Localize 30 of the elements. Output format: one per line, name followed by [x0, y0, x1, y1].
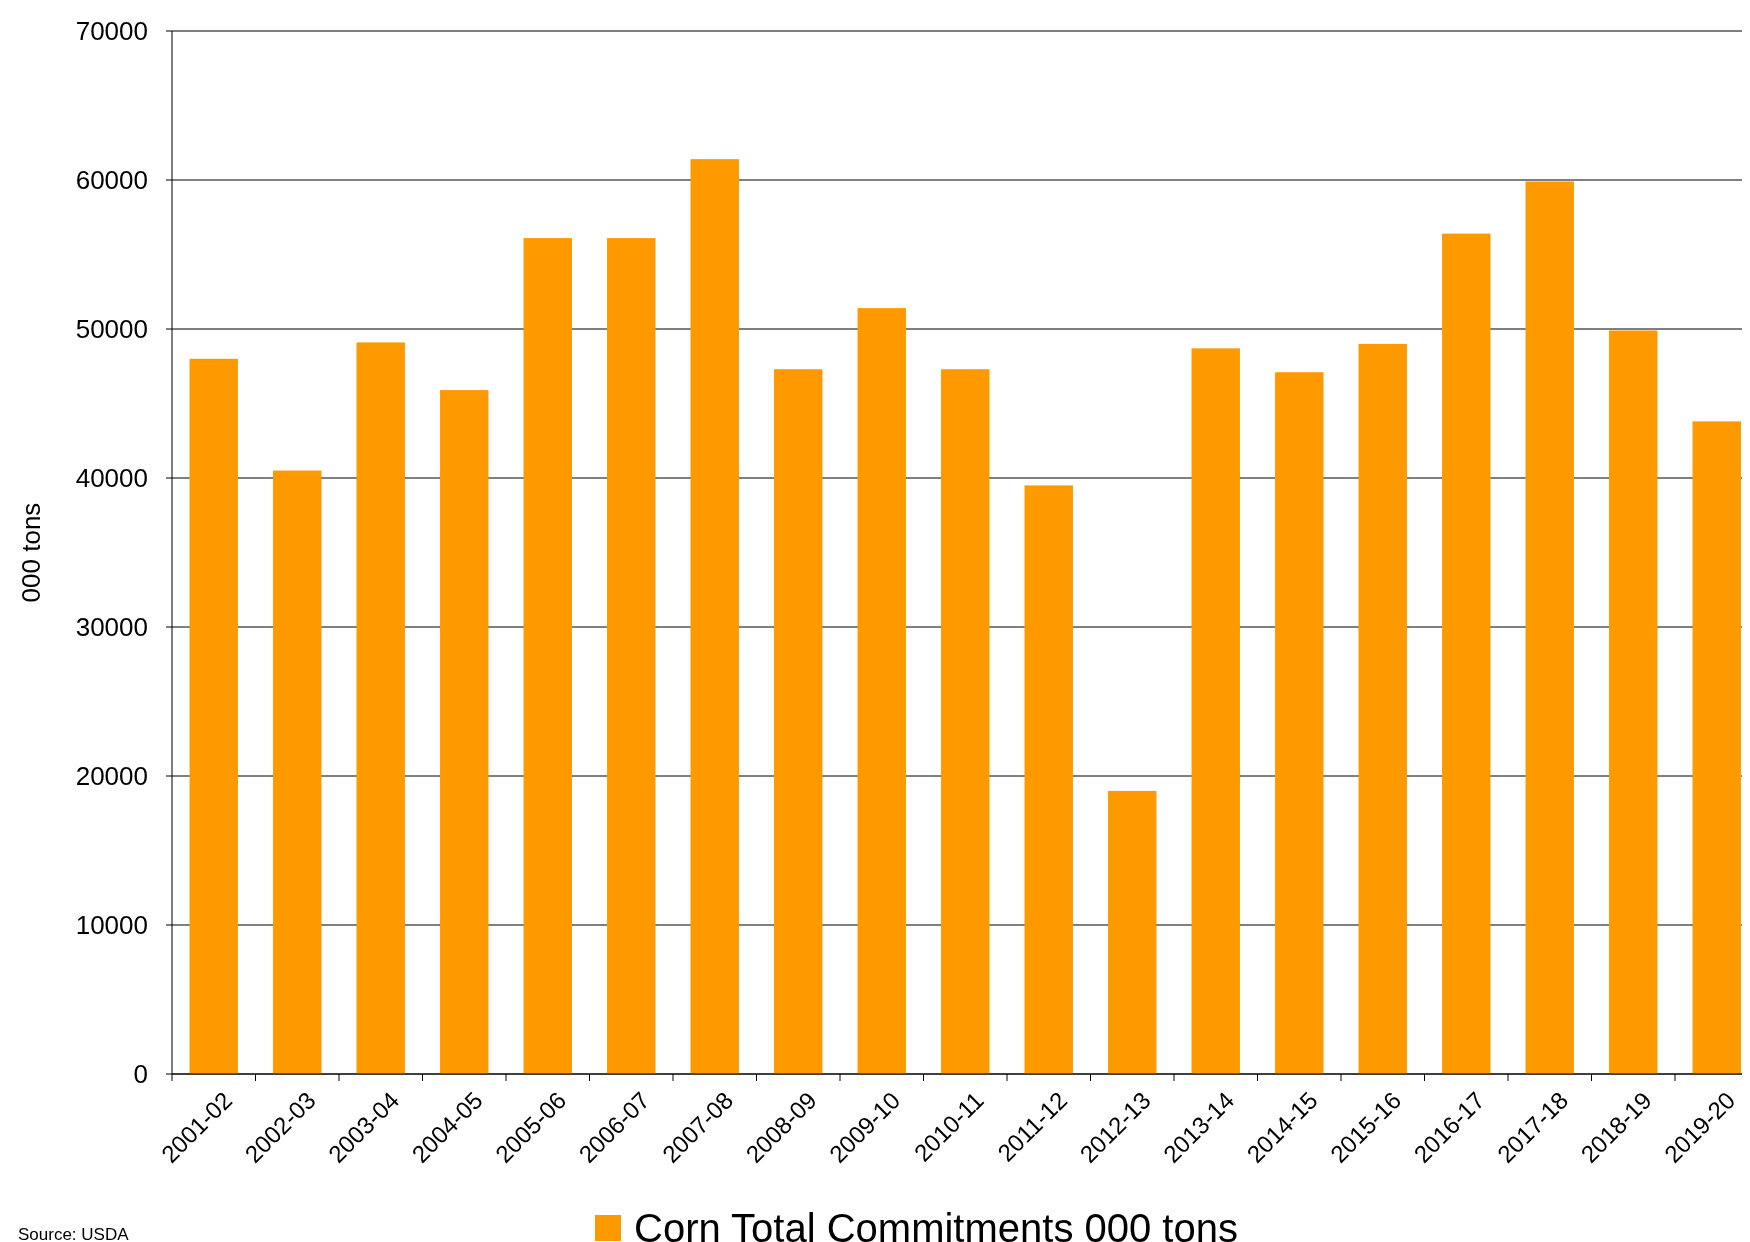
y-axis-title: 000 tons: [16, 502, 46, 603]
bar: [941, 369, 990, 1074]
y-tick-label: 40000: [75, 463, 148, 494]
y-tick-label: 10000: [75, 910, 148, 941]
bar: [440, 390, 489, 1074]
y-tick-label: 60000: [75, 165, 148, 196]
bar: [1442, 233, 1491, 1074]
legend-label: Corn Total Commitments 000 tons: [634, 1206, 1238, 1242]
bar: [774, 369, 823, 1074]
bar: [1275, 372, 1324, 1074]
y-tick-label: 30000: [75, 612, 148, 643]
bar: [1609, 330, 1658, 1074]
bar: [607, 238, 656, 1074]
bar: [1191, 348, 1240, 1074]
y-tick-label: 0: [133, 1059, 148, 1090]
bar: [189, 358, 238, 1074]
bar: [1525, 181, 1574, 1074]
y-tick-label: 70000: [75, 16, 148, 47]
bar: [1108, 790, 1157, 1074]
bar: [857, 308, 906, 1074]
bar: [1692, 421, 1741, 1074]
source-note: Source: USDA: [18, 1225, 130, 1242]
bar: [523, 238, 572, 1074]
bar: [690, 159, 739, 1074]
bar: [273, 470, 322, 1074]
bar: [1024, 485, 1073, 1074]
bar: [356, 342, 405, 1074]
y-tick-label: 50000: [75, 314, 148, 345]
y-tick-label: 20000: [75, 761, 148, 792]
bar: [1358, 343, 1407, 1074]
